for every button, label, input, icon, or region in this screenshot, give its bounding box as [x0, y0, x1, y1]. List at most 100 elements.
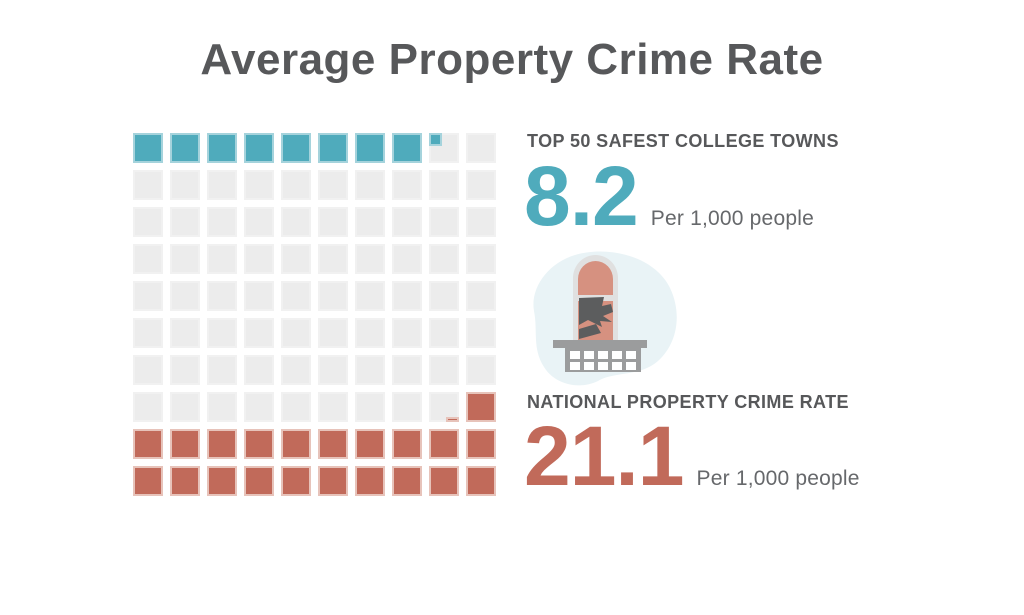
national-rate-unit: Per 1,000 people [696, 467, 860, 490]
waffle-cell [170, 281, 200, 311]
waffle-cell [170, 170, 200, 200]
waffle-cell [392, 281, 422, 311]
waffle-chart [133, 133, 496, 496]
safe-towns-stat: 8.2 Per 1,000 people [524, 154, 814, 238]
waffle-cell [355, 318, 385, 348]
waffle-cell [207, 281, 237, 311]
waffle-cell [466, 207, 496, 237]
waffle-cell [355, 207, 385, 237]
waffle-cell [207, 170, 237, 200]
waffle-cell [244, 429, 274, 459]
waffle-cell [392, 207, 422, 237]
waffle-cell [318, 281, 348, 311]
waffle-cell [281, 281, 311, 311]
waffle-cell [429, 429, 459, 459]
waffle-cell [466, 318, 496, 348]
waffle-cell [281, 392, 311, 422]
waffle-cell [170, 429, 200, 459]
waffle-cell [133, 355, 163, 385]
waffle-cell [170, 244, 200, 274]
waffle-cell [355, 466, 385, 496]
waffle-cell [466, 170, 496, 200]
waffle-cell [392, 244, 422, 274]
waffle-cell [318, 355, 348, 385]
waffle-cell [355, 281, 385, 311]
waffle-cell [207, 355, 237, 385]
waffle-cell [281, 355, 311, 385]
waffle-cell [392, 170, 422, 200]
waffle-cell [133, 207, 163, 237]
waffle-cell [429, 170, 459, 200]
waffle-cell [466, 466, 496, 496]
waffle-cell [133, 429, 163, 459]
waffle-cell [170, 207, 200, 237]
waffle-cell [170, 392, 200, 422]
waffle-cell [133, 133, 163, 163]
waffle-cell [281, 207, 311, 237]
waffle-cell [207, 244, 237, 274]
waffle-cell [429, 355, 459, 385]
national-rate-value: 21.1 [524, 409, 684, 503]
waffle-cell [133, 244, 163, 274]
glass-crack-shard [579, 324, 601, 339]
waffle-cell [207, 318, 237, 348]
waffle-cell [207, 392, 237, 422]
national-rate-block: NATIONAL PROPERTY CRIME RATE [527, 392, 849, 413]
waffle-cell [281, 429, 311, 459]
waffle-cell [281, 244, 311, 274]
waffle-cell [392, 466, 422, 496]
waffle-cell [207, 429, 237, 459]
national-rate-label: NATIONAL PROPERTY CRIME RATE [527, 392, 849, 412]
waffle-cell [133, 318, 163, 348]
waffle-cell [318, 318, 348, 348]
waffle-cell [429, 392, 459, 422]
waffle-cell [466, 429, 496, 459]
waffle-partial-national [446, 416, 459, 422]
waffle-cell [318, 244, 348, 274]
waffle-cell [133, 392, 163, 422]
waffle-cell [466, 281, 496, 311]
waffle-cell [244, 170, 274, 200]
waffle-cell [318, 170, 348, 200]
balcony-ledge [553, 340, 647, 348]
waffle-cell [392, 133, 422, 163]
waffle-cell [244, 133, 274, 163]
safe-towns-label: TOP 50 SAFEST COLLEGE TOWNS [527, 131, 839, 151]
chart-title: Average Property Crime Rate [200, 35, 824, 84]
waffle-cell [355, 355, 385, 385]
safe-towns-unit: Per 1,000 people [650, 207, 814, 230]
waffle-cell [466, 244, 496, 274]
waffle-cell [392, 355, 422, 385]
waffle-cell [281, 318, 311, 348]
waffle-cell [355, 392, 385, 422]
waffle-cell [281, 133, 311, 163]
waffle-cell [429, 466, 459, 496]
waffle-cell [244, 318, 274, 348]
waffle-cell [429, 318, 459, 348]
waffle-cell [244, 281, 274, 311]
waffle-cell [207, 207, 237, 237]
waffle-cell [318, 133, 348, 163]
waffle-cell [318, 207, 348, 237]
safe-towns-value: 8.2 [524, 149, 639, 243]
waffle-cell [133, 281, 163, 311]
waffle-cell [429, 207, 459, 237]
waffle-cell [466, 133, 496, 163]
waffle-cell [244, 466, 274, 496]
waffle-cell [318, 466, 348, 496]
waffle-cell [392, 318, 422, 348]
balcony-grate [570, 351, 636, 370]
waffle-cell [355, 244, 385, 274]
waffle-cell [133, 466, 163, 496]
glass-crack [579, 297, 613, 327]
broken-window-icon [533, 251, 677, 386]
waffle-cell [355, 133, 385, 163]
waffle-cell [281, 170, 311, 200]
waffle-cell [244, 392, 274, 422]
waffle-cell [429, 281, 459, 311]
waffle-cell [355, 170, 385, 200]
waffle-cell [429, 244, 459, 274]
waffle-cell [170, 466, 200, 496]
waffle-cell [244, 355, 274, 385]
